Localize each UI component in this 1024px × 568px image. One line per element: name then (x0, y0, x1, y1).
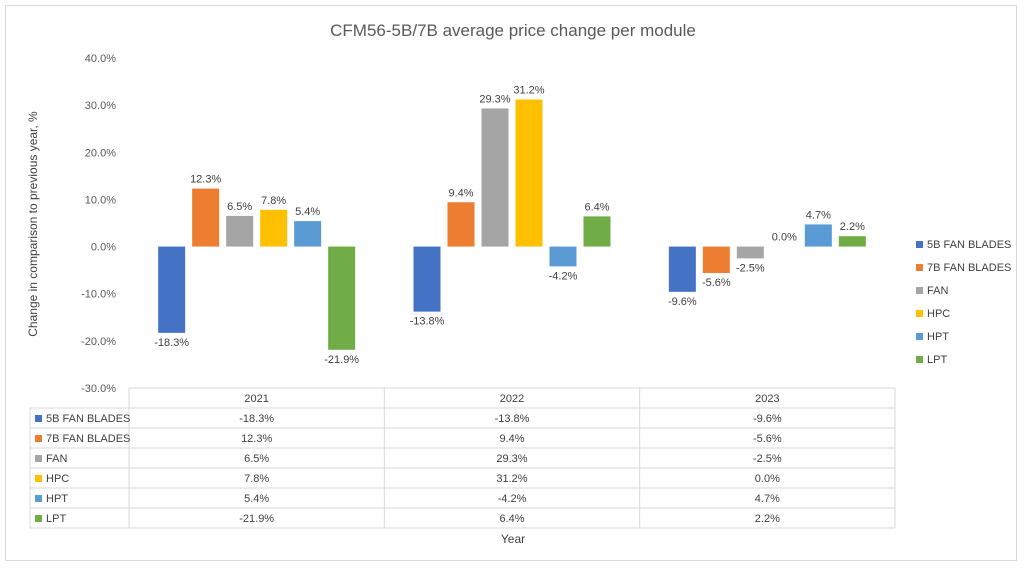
table-cell: 2.2% (755, 513, 780, 525)
table-cell: 6.5% (244, 453, 269, 465)
bar (804, 224, 832, 247)
data-table: 2021 2022 2023 5B FAN BLADES -18.3% -13.8% -9.… (29, 387, 896, 529)
bar-data-label: 4.7% (806, 209, 831, 221)
bar-data-label: 9.4% (448, 187, 473, 199)
bar-data-label: 6.4% (584, 201, 609, 213)
y-tick-label: 0.0% (91, 242, 116, 254)
bar-data-label: 0.0% (772, 232, 797, 244)
bar-data-label: -21.9% (324, 354, 359, 366)
bar-data-label: 29.3% (479, 93, 510, 105)
table-cell: -21.9% (239, 513, 274, 525)
table-cell: -2.5% (753, 453, 782, 465)
table-series-name: LPT (46, 513, 66, 525)
table-header-year: 2021 (244, 393, 268, 405)
bar (702, 246, 730, 273)
legend-swatch (916, 333, 923, 340)
legend-swatch (916, 264, 923, 271)
legend-swatch (916, 356, 923, 363)
table-cell: 12.3% (241, 433, 272, 445)
legend-entry: LPT (927, 354, 947, 366)
bar-data-label: -5.6% (702, 277, 731, 289)
bar-data-label: -9.6% (668, 296, 697, 308)
table-cell: 31.2% (496, 473, 527, 485)
legend-entry: FAN (927, 285, 948, 297)
bar-data-label: 7.8% (261, 195, 286, 207)
legend-entry: 5B FAN BLADES (927, 239, 1011, 251)
y-tick-label: 30.0% (85, 100, 116, 112)
table-cell: -4.2% (498, 493, 527, 505)
table-series-name: FAN (46, 453, 67, 465)
legend: 5B FAN BLADES 7B FAN BLADES FAN HPC HPT LPT (916, 239, 1011, 366)
bar (260, 209, 288, 247)
table-cell: 9.4% (499, 433, 524, 445)
bar (668, 246, 696, 292)
legend-swatch (916, 310, 923, 317)
table-series-name: 7B FAN BLADES (46, 433, 130, 445)
table-cell: 4.7% (755, 493, 780, 505)
y-tick-label: -10.0% (81, 289, 116, 301)
bar (549, 246, 577, 267)
bar-data-label: -4.2% (549, 270, 578, 282)
legend-entry: 7B FAN BLADES (927, 262, 1011, 274)
bar (583, 216, 611, 247)
table-cell: 6.4% (499, 513, 524, 525)
bar-data-label: -2.5% (736, 262, 765, 274)
y-tick-label: -30.0% (81, 383, 116, 395)
bar (481, 108, 509, 247)
table-cell: 0.0% (755, 473, 780, 485)
chart-title: CFM56-5B/7B average price change per mod… (330, 21, 696, 40)
y-tick-label: -20.0% (81, 336, 116, 348)
table-series-name: HPC (46, 473, 69, 485)
bar (294, 221, 322, 247)
y-axis-ticks: 40.0% 30.0% 20.0% 10.0% 0.0% -10.0% -20.0% -30.… (81, 53, 116, 395)
bar-data-label: 31.2% (513, 84, 544, 96)
table-legend-key (35, 415, 42, 422)
bar (413, 246, 441, 312)
y-tick-label: 20.0% (85, 147, 116, 159)
bar-data-label: 6.5% (227, 201, 252, 213)
table-cell: -9.6% (753, 413, 782, 425)
y-axis-label: Change in comparison to previous year, % (26, 111, 40, 337)
legend-entry: HPT (927, 331, 949, 343)
legend-swatch (916, 287, 923, 294)
table-cell: -13.8% (495, 413, 530, 425)
table-series-name: HPT (46, 493, 68, 505)
table-cell: 7.8% (244, 473, 269, 485)
table-cell: -18.3% (239, 413, 274, 425)
table-cell: 5.4% (244, 493, 269, 505)
legend-entry: HPC (927, 308, 950, 320)
table-series-name: 5B FAN BLADES (46, 413, 130, 425)
bar-data-label: -18.3% (154, 337, 189, 349)
bars (158, 99, 866, 350)
bar-chart: CFM56-5B/7B average price change per mod… (26, 21, 1011, 546)
chart-frame: CFM56-5B/7B average price change per mod… (5, 5, 1017, 561)
bar (736, 246, 764, 259)
table-legend-key (35, 435, 42, 442)
table-legend-key (35, 495, 42, 502)
y-tick-label: 10.0% (85, 194, 116, 206)
table-cell: 29.3% (496, 453, 527, 465)
bar-data-label: -13.8% (410, 316, 445, 328)
bar (515, 99, 543, 247)
bar (226, 215, 254, 247)
bar (447, 202, 475, 247)
bar-data-label: 5.4% (295, 206, 320, 218)
bar-data-labels: -18.3% 12.3% 6.5% 7.8% 5.4% -21.9% -13.8% 9.4% 2… (154, 84, 865, 365)
bar-data-label: 2.2% (840, 221, 865, 233)
table-legend-key (35, 475, 42, 482)
bar-data-label: 12.3% (190, 174, 221, 186)
bar (158, 246, 186, 333)
bar (838, 236, 866, 247)
table-header-year: 2023 (755, 393, 779, 405)
bar (192, 188, 220, 247)
bar (328, 246, 356, 350)
table-header-year: 2022 (500, 393, 524, 405)
y-tick-label: 40.0% (85, 53, 116, 65)
table-legend-key (35, 455, 42, 462)
table-cell: -5.6% (753, 433, 782, 445)
x-axis-label: Year (501, 532, 525, 546)
legend-swatch (916, 241, 923, 248)
table-legend-key (35, 515, 42, 522)
